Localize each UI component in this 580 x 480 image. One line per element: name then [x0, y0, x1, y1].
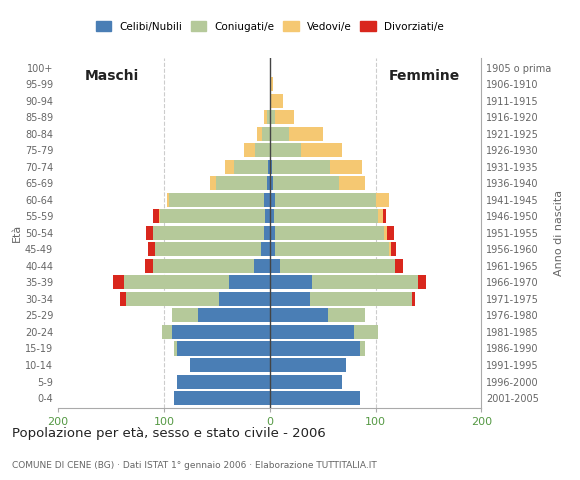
Bar [270, 391, 360, 405]
Bar [146, 226, 153, 240]
Bar [264, 110, 267, 124]
Bar [289, 127, 322, 141]
Bar [148, 242, 155, 256]
Bar [384, 226, 387, 240]
Bar [378, 209, 383, 223]
Bar [270, 242, 275, 256]
Bar [267, 176, 270, 190]
Bar [280, 259, 394, 273]
Bar [230, 276, 270, 289]
Bar [387, 226, 394, 240]
Bar [261, 242, 270, 256]
Bar [175, 391, 270, 405]
Bar [394, 259, 403, 273]
Bar [264, 226, 270, 240]
Bar [275, 226, 384, 240]
Bar [175, 341, 176, 356]
Bar [376, 192, 389, 207]
Bar [275, 192, 376, 207]
Bar [153, 209, 158, 223]
Y-axis label: Anno di nascita: Anno di nascita [554, 190, 564, 276]
Bar [126, 292, 219, 306]
Bar [273, 176, 339, 190]
Text: Popolazione per età, sesso e stato civile - 2006: Popolazione per età, sesso e stato civil… [12, 427, 325, 440]
Bar [190, 358, 270, 372]
Bar [145, 259, 153, 273]
Bar [270, 77, 273, 91]
Bar [274, 209, 378, 223]
Bar [255, 143, 270, 157]
Bar [270, 374, 342, 389]
Bar [257, 127, 262, 141]
Bar [176, 374, 270, 389]
Bar [270, 192, 275, 207]
Bar [275, 242, 389, 256]
Bar [312, 276, 418, 289]
Bar [267, 110, 270, 124]
Bar [271, 94, 284, 108]
Bar [172, 309, 198, 323]
Bar [219, 292, 270, 306]
Bar [330, 160, 362, 174]
Bar [124, 276, 230, 289]
Bar [389, 242, 392, 256]
Bar [354, 325, 378, 339]
Text: COMUNE DI CENE (BG) · Dati ISTAT 1° gennaio 2006 · Elaborazione TUTTITALIA.IT: COMUNE DI CENE (BG) · Dati ISTAT 1° genn… [12, 461, 376, 470]
Bar [153, 259, 254, 273]
Bar [169, 192, 264, 207]
Bar [270, 292, 310, 306]
Bar [270, 358, 346, 372]
Bar [328, 309, 365, 323]
Bar [254, 259, 270, 273]
Bar [392, 242, 396, 256]
Text: Femmine: Femmine [388, 69, 459, 83]
Bar [270, 341, 360, 356]
Bar [302, 143, 342, 157]
Bar [234, 160, 267, 174]
Bar [270, 309, 328, 323]
Bar [158, 209, 160, 223]
Bar [418, 276, 426, 289]
Bar [270, 209, 274, 223]
Bar [113, 276, 124, 289]
Bar [211, 176, 216, 190]
Bar [270, 259, 280, 273]
Bar [270, 226, 275, 240]
Y-axis label: Età: Età [12, 224, 22, 242]
Bar [160, 209, 266, 223]
Text: Maschi: Maschi [85, 69, 139, 83]
Bar [176, 341, 270, 356]
Bar [266, 209, 270, 223]
Bar [270, 325, 354, 339]
Bar [216, 176, 267, 190]
Bar [264, 192, 270, 207]
Bar [270, 127, 289, 141]
Bar [270, 110, 275, 124]
Bar [198, 309, 270, 323]
Bar [275, 110, 294, 124]
Bar [167, 192, 169, 207]
Bar [267, 160, 270, 174]
Bar [162, 325, 172, 339]
Bar [272, 160, 330, 174]
Bar [270, 94, 271, 108]
Bar [172, 325, 270, 339]
Bar [339, 176, 365, 190]
Bar [262, 127, 270, 141]
Bar [383, 209, 386, 223]
Bar [270, 276, 312, 289]
Bar [153, 226, 264, 240]
Bar [244, 143, 255, 157]
Bar [270, 176, 273, 190]
Bar [310, 292, 412, 306]
Legend: Celibi/Nubili, Coniugati/e, Vedovi/e, Divorziati/e: Celibi/Nubili, Coniugati/e, Vedovi/e, Di… [92, 17, 448, 36]
Bar [360, 341, 365, 356]
Bar [155, 242, 261, 256]
Bar [121, 292, 126, 306]
Bar [225, 160, 234, 174]
Bar [412, 292, 415, 306]
Bar [270, 160, 272, 174]
Bar [270, 143, 302, 157]
